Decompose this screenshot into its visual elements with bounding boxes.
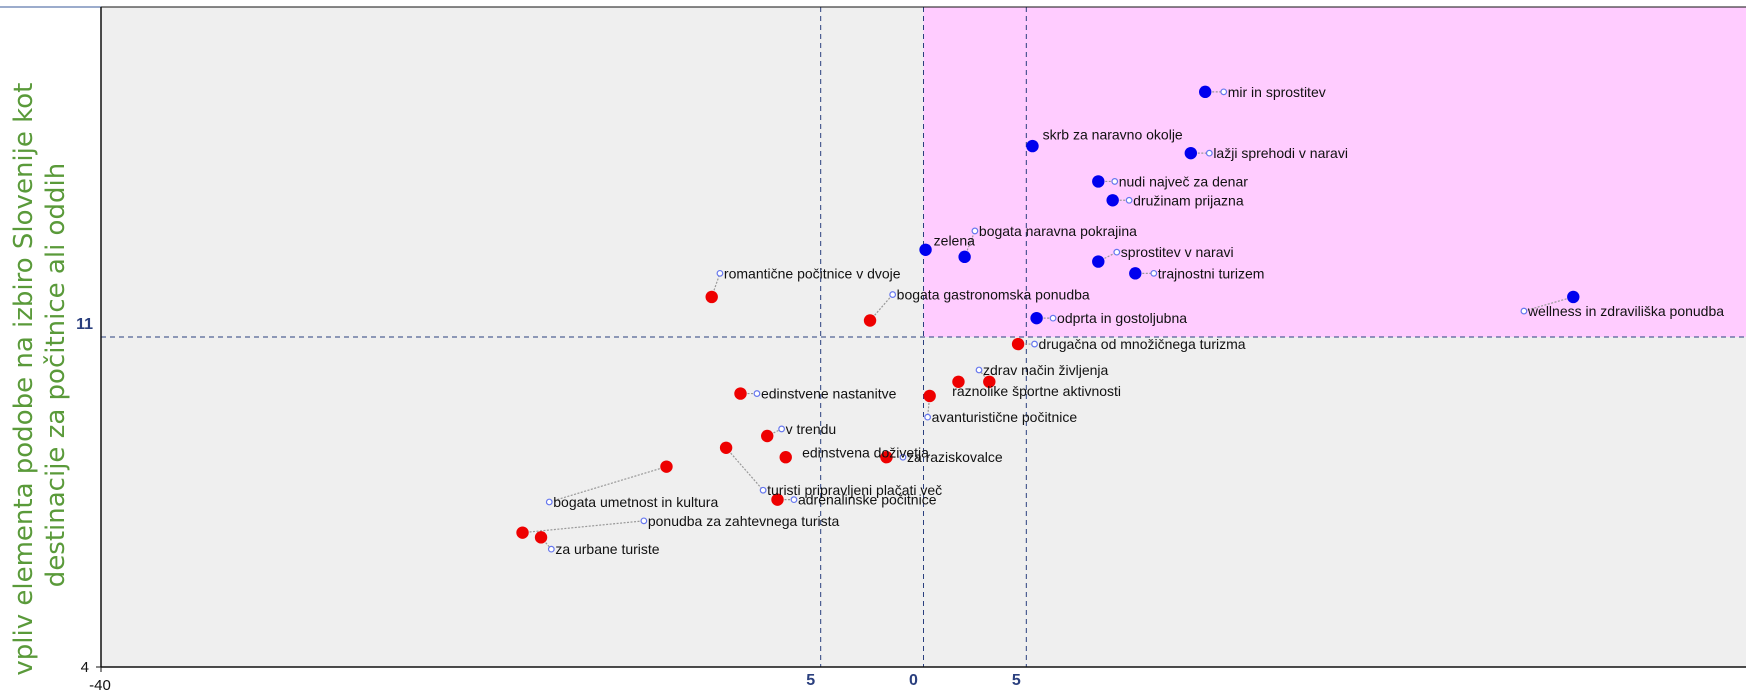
- label-anchor-16: [753, 390, 761, 397]
- point-label-23: bogata umetnost in kultura: [553, 494, 718, 510]
- point-label-6: bogata naravna pokrajina: [979, 223, 1137, 239]
- leader-line-21: [725, 447, 764, 491]
- axis-ticks: 4-40 5 0 5 11: [76, 316, 1021, 694]
- point-label-9: wellness in zdraviliška ponudba: [1527, 303, 1724, 319]
- label-anchor-7: [1113, 248, 1121, 256]
- label-anchor-11: [716, 269, 724, 277]
- label-anchor-20: [899, 453, 907, 461]
- label-anchor-4: [1125, 196, 1133, 204]
- data-point-25: [534, 531, 548, 544]
- data-point-15: [952, 375, 965, 388]
- y-axis-label-line-1: vpliv elementa podobe na izbiro Slovenij…: [9, 83, 39, 676]
- data-point-8: [1129, 267, 1142, 280]
- data-point-7: [1092, 255, 1105, 268]
- point-label-20: za raziskovalce: [907, 449, 1003, 465]
- point-label-0: mir in sprostitev: [1228, 84, 1326, 100]
- point-label-5: zelena: [934, 232, 975, 248]
- data-point-11: [705, 290, 718, 304]
- leader-line-9: [1523, 296, 1574, 312]
- point-label-15: raznolike športne aktivnosti: [952, 383, 1121, 399]
- label-anchor-6: [971, 227, 979, 235]
- label-anchor-12: [889, 291, 897, 298]
- label-anchor-10: [1049, 314, 1057, 322]
- point-label-19: edinstvena doživetja: [802, 445, 929, 461]
- point-label-7: sprostitev v naravi: [1121, 244, 1234, 260]
- point-label-3: nudi največ za denar: [1119, 173, 1249, 189]
- data-point-24: [516, 526, 529, 539]
- data-point-5: [919, 243, 932, 256]
- data-point-2: [1184, 146, 1198, 160]
- label-anchor-0: [1220, 88, 1228, 96]
- point-label-1: skrb za naravno okolje: [1043, 126, 1183, 142]
- label-anchor-21: [759, 486, 767, 494]
- x-highlight-tick-2: 5: [1012, 672, 1021, 689]
- label-anchor-9: [1520, 307, 1528, 315]
- data-point-22: [771, 493, 784, 506]
- leader-line-18: [766, 428, 782, 437]
- data-point-21: [719, 441, 733, 454]
- x-highlight-tick-1: 0: [909, 672, 918, 689]
- point-label-25: za urbane turiste: [555, 541, 659, 557]
- point-label-11: romantične počitnice v dvoje: [724, 265, 901, 281]
- y-highlight-tick-0: 11: [76, 316, 93, 333]
- label-anchor-25: [547, 545, 555, 553]
- data-point-4: [1106, 194, 1119, 207]
- highlight-quadrant: [923, 7, 1746, 337]
- point-label-12: bogata gastronomska ponudba: [897, 287, 1090, 303]
- label-anchor-14: [975, 366, 983, 374]
- point-label-8: trajnostni turizem: [1158, 265, 1265, 281]
- label-anchor-17: [924, 413, 932, 421]
- leader-line-25: [540, 536, 552, 550]
- y-axis-label-line-2: destinacije za počitnice ali oddih: [41, 163, 71, 587]
- data-point-20: [880, 451, 893, 464]
- data-point-0: [1199, 85, 1212, 99]
- leader-lines: [522, 88, 1574, 553]
- point-label-18: v trendu: [786, 421, 837, 437]
- x-tick-label-0: -40: [89, 677, 111, 694]
- data-points: [516, 85, 1580, 544]
- data-point-3: [1092, 175, 1105, 188]
- data-point-9: [1567, 290, 1580, 304]
- data-point-19: [779, 451, 792, 464]
- point-label-24: ponudba za zahtevnega turista: [648, 513, 840, 529]
- label-anchor-18: [778, 425, 786, 433]
- label-anchor-13: [1031, 340, 1038, 348]
- label-anchor-8: [1150, 269, 1158, 277]
- label-anchor-2: [1205, 149, 1213, 157]
- data-point-1: [1026, 139, 1039, 153]
- data-point-18: [761, 429, 774, 443]
- y-axis-label: vpliv elementa podobe na izbiro Slovenij…: [9, 74, 71, 675]
- x-highlight-tick-0: 5: [806, 672, 815, 689]
- point-label-13: drugačna od množičnega turizma: [1039, 336, 1246, 352]
- label-anchor-23: [545, 498, 553, 506]
- data-point-10: [1030, 311, 1043, 325]
- leader-line-12: [869, 294, 894, 321]
- data-point-13: [1011, 337, 1025, 351]
- leader-line-23: [549, 466, 667, 503]
- leader-line-24: [522, 520, 644, 534]
- data-point-6: [958, 250, 971, 264]
- data-point-12: [863, 314, 877, 327]
- point-label-21: turisti pripravljeni plačati več: [767, 482, 942, 498]
- point-labels: mir in sprostitev skrb za naravno okolje l…: [553, 84, 1724, 557]
- point-label-10: odprta in gostoljubna: [1057, 310, 1187, 326]
- y-tick-label-0: 4: [81, 659, 89, 676]
- point-label-14: zdrav način življenja: [983, 362, 1108, 378]
- label-anchor-3: [1111, 178, 1119, 185]
- point-label-16: edinstvene nastanitve: [761, 386, 897, 402]
- label-anchor-24: [640, 517, 648, 525]
- point-label-17: avanturistične počitnice: [932, 409, 1078, 425]
- reference-lines: [101, 7, 1746, 667]
- point-label-2: lažji sprehodi v naravi: [1213, 145, 1348, 161]
- point-label-4: družinam prijazna: [1133, 192, 1244, 208]
- data-point-23: [660, 460, 673, 473]
- data-point-17: [923, 389, 936, 403]
- label-anchor-22: [790, 496, 798, 504]
- point-label-22: adrenalinske počitnice: [798, 492, 937, 508]
- data-point-16: [734, 387, 747, 400]
- data-point-14: [983, 375, 996, 388]
- leader-line-14: [978, 369, 990, 383]
